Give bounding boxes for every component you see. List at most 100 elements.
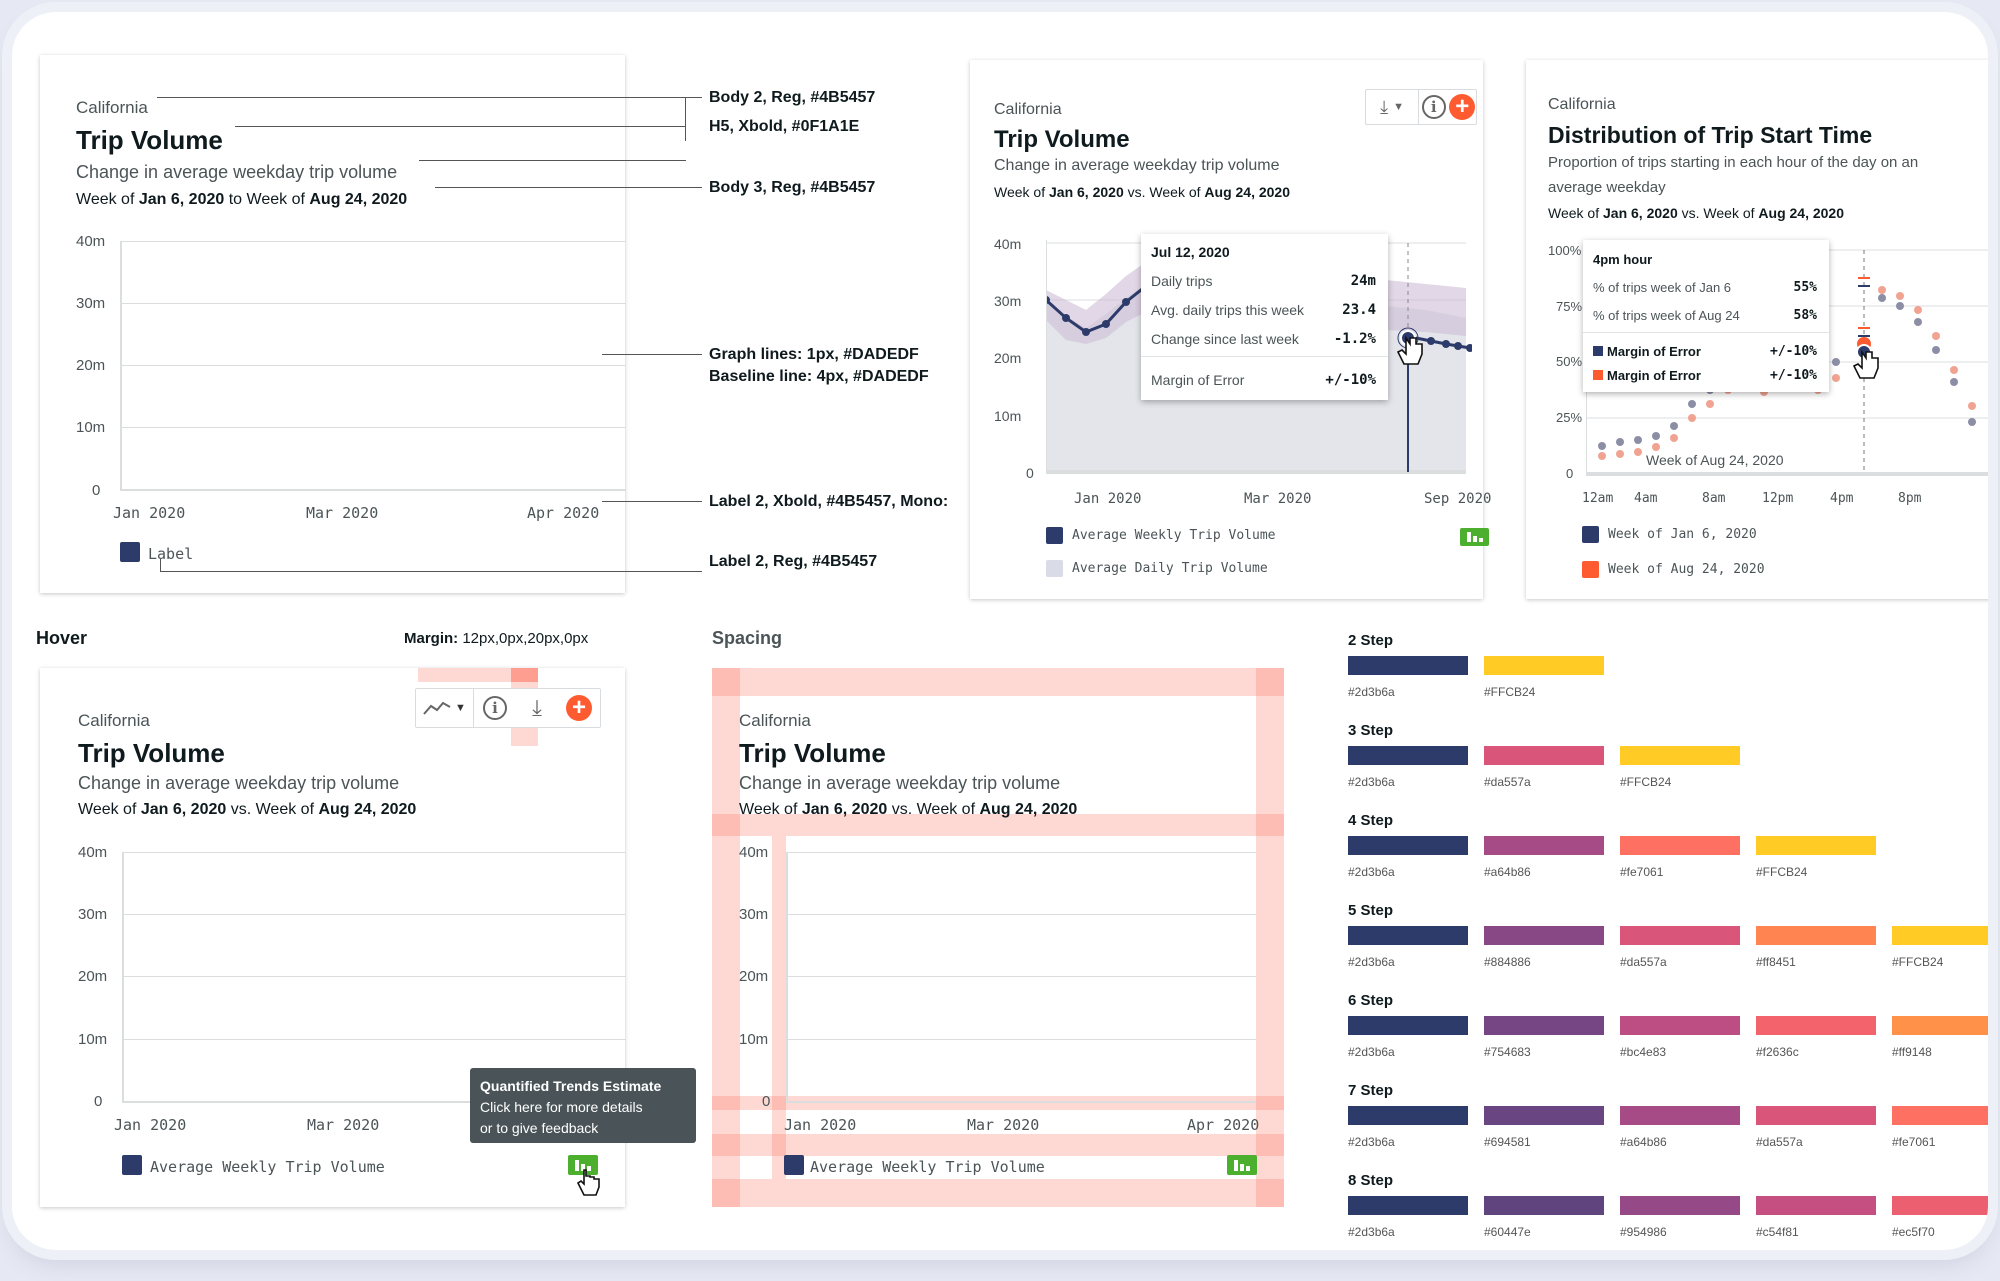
annotation-line: [160, 571, 702, 572]
tooltip-label: % of trips week of Jan 6: [1593, 280, 1732, 295]
palette-step-label: 3 Step: [1348, 722, 1394, 739]
y-axis-line: [122, 852, 124, 1103]
x-tick: Mar 2020: [307, 1116, 380, 1134]
spacing-guide: [712, 1096, 1284, 1110]
add-button[interactable]: +: [558, 689, 600, 727]
spacing-guide: [772, 836, 786, 1179]
x-tick: 12am: [1582, 491, 1614, 506]
annotation-body2: Body 2, Reg, #4B5457: [709, 89, 876, 106]
spacing-guide: [712, 814, 1284, 836]
chart-feedback-button[interactable]: [568, 1155, 598, 1175]
x-tick: 4am: [1634, 491, 1658, 506]
annotation-line: [602, 501, 702, 502]
chart-card-trip-start-time: California Distribution of Trip Start Ti…: [1526, 60, 1988, 599]
grid-line: [122, 914, 626, 915]
legend-label: Label: [148, 545, 194, 563]
tooltip-label: Change since last week: [1151, 331, 1299, 347]
chart-type-button[interactable]: ▼: [416, 689, 474, 727]
palette-color-hex: #954986: [1620, 1225, 1667, 1239]
margin-spec: Margin: 12px,0px,20px,0px: [404, 630, 589, 647]
tooltip-value: 24m: [1350, 273, 1376, 289]
x-tick: Mar 2020: [306, 504, 379, 522]
palette-color-swatch: [1620, 1196, 1740, 1215]
x-tick: Sep 2020: [1424, 491, 1492, 507]
annotation-body3: Body 3, Reg, #4B5457: [709, 179, 876, 196]
palette-color-swatch: [1892, 926, 1988, 945]
feedback-tooltip-title: Quantified Trends Estimate: [480, 1078, 662, 1094]
card-subtitle: Change in average weekday trip volume: [76, 162, 398, 182]
card-week-range: Week of Jan 6, 2020 vs. Week of Aug 24, …: [1548, 205, 1845, 221]
palette-color-hex: #ff9148: [1892, 1045, 1932, 1059]
download-button[interactable]: ⤓ ▼: [1366, 90, 1420, 124]
grid-line: [786, 976, 1256, 977]
chart-card-trip-volume-tooltip: California Trip Volume Change in average…: [970, 60, 1491, 599]
annotation-line: [157, 97, 702, 98]
card-title: Distribution of Trip Start Time: [1548, 122, 1873, 148]
y-tick: 10m: [78, 1031, 108, 1048]
y-tick: 20m: [76, 357, 106, 374]
palette-color-swatch: [1484, 746, 1604, 765]
download-button[interactable]: ⤓: [516, 689, 558, 727]
palette-color-swatch: [1348, 746, 1468, 765]
feedback-tooltip-text: Click here for more details: [480, 1099, 643, 1115]
pointer-cursor: [1852, 349, 1879, 379]
card-title: Trip Volume: [994, 126, 1130, 153]
card-location: California: [994, 101, 1062, 118]
chart-feedback-button[interactable]: [1460, 528, 1489, 546]
palette-color-swatch: [1484, 1196, 1604, 1215]
spacing-guide: [712, 1179, 1284, 1207]
y-tick: 40m: [739, 844, 769, 861]
pointer-cursor: [1396, 335, 1423, 365]
palette-color-swatch: [1348, 836, 1468, 855]
download-icon: ⤓: [532, 695, 542, 720]
y-tick: 30m: [76, 295, 106, 312]
card-title: Trip Volume: [76, 125, 223, 155]
card-subtitle: Change in average weekday trip volume: [739, 773, 1061, 793]
x-tick: Mar 2020: [967, 1116, 1040, 1134]
card-location: California: [76, 98, 148, 117]
palette-color-hex: #fe7061: [1620, 865, 1664, 879]
x-tick: Mar 2020: [1244, 491, 1312, 507]
annotation-label-reg: Label 2, Reg, #4B5457: [709, 553, 878, 570]
y-tick: 30m: [78, 906, 108, 923]
grid-line: [120, 241, 626, 242]
legend-swatch: [122, 1155, 142, 1175]
chart-feedback-button[interactable]: [1227, 1155, 1257, 1175]
palette-color-swatch: [1348, 656, 1468, 675]
baseline: [120, 489, 626, 491]
tooltip-title: 4pm hour: [1593, 252, 1653, 267]
palette-color-hex: #FFCB24: [1756, 865, 1808, 879]
info-button[interactable]: i: [1419, 90, 1448, 124]
tooltip-value: 55%: [1793, 280, 1817, 295]
palette-color-swatch: [1892, 1106, 1988, 1125]
tooltip-date: Jul 12, 2020: [1151, 244, 1230, 260]
legend-label: Average Weekly Trip Volume: [150, 1158, 385, 1176]
info-button[interactable]: i: [474, 689, 516, 727]
card-location: California: [78, 711, 150, 730]
palette-step-label: 4 Step: [1348, 812, 1394, 829]
baseline: [786, 1101, 1256, 1103]
x-tick: 12pm: [1762, 491, 1794, 506]
annotation-line: [235, 126, 685, 127]
tooltip-value: +/-10%: [1325, 372, 1376, 388]
palette-color-hex: #ff8451: [1756, 955, 1796, 969]
y-tick: 40m: [76, 233, 106, 250]
card-title: Trip Volume: [739, 738, 886, 768]
annotation-graph-lines: Graph lines: 1px, #DADEDF: [709, 346, 919, 363]
palette-color-hex: #fe7061: [1892, 1135, 1936, 1149]
palette-color-swatch: [1620, 1106, 1740, 1125]
y-tick: 30m: [739, 906, 769, 923]
add-button[interactable]: +: [1449, 90, 1477, 124]
card-week-range: Week of Jan 6, 2020 to Week of Aug 24, 2…: [76, 191, 408, 208]
legend-swatch: [784, 1155, 804, 1175]
y-tick: 10m: [76, 419, 106, 436]
feedback-tooltip-text: or to give feedback: [480, 1120, 599, 1136]
card-subtitle: average weekday: [1548, 179, 1666, 196]
section-label-hover: Hover: [36, 628, 88, 648]
palette-color-swatch: [1620, 746, 1740, 765]
grid-line: [120, 427, 626, 428]
palette-step-label: 2 Step: [1348, 632, 1394, 649]
palette-color-swatch: [1348, 1016, 1468, 1035]
y-tick: 0: [1566, 466, 1574, 481]
palette-color-swatch: [1756, 1196, 1876, 1215]
